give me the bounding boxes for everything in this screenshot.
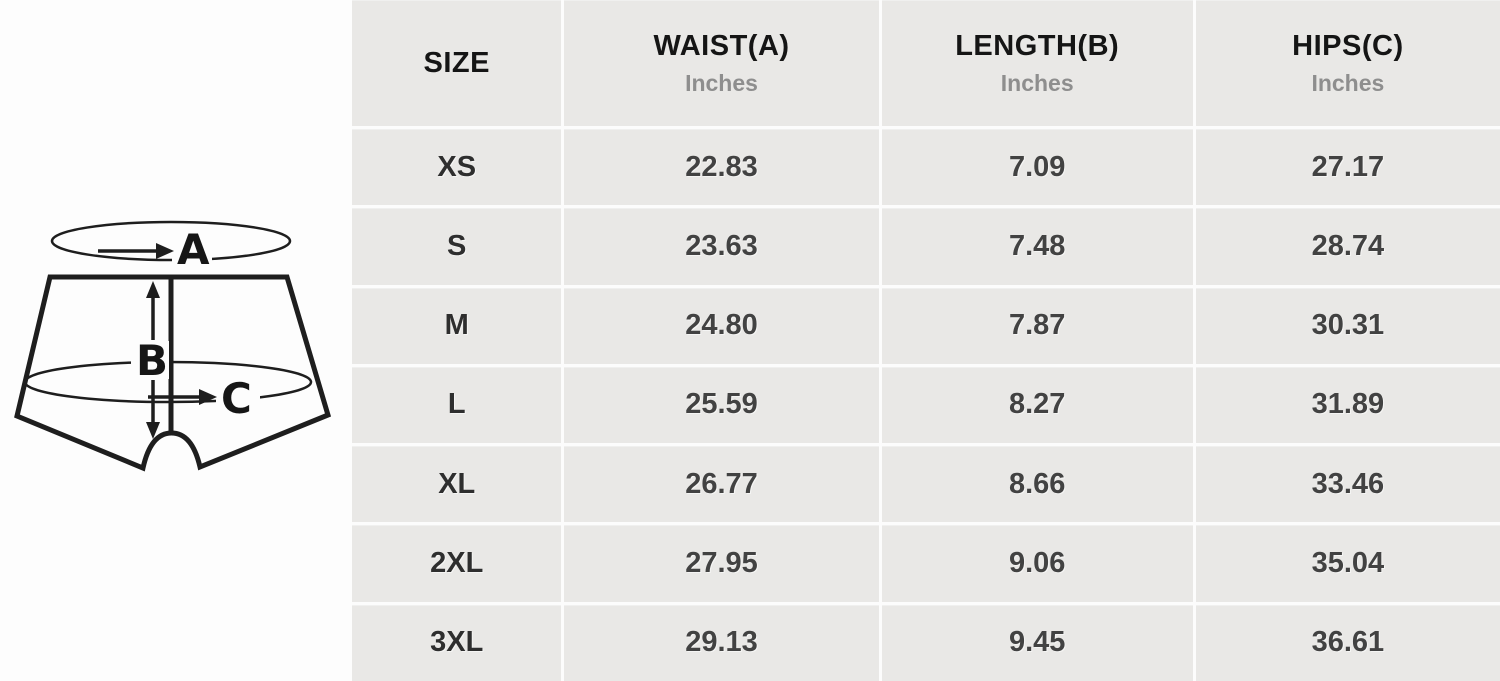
- diagram-label-length: B: [136, 336, 168, 385]
- hips-arrow-head: [199, 389, 217, 405]
- length-cell-2xl: 9.06: [881, 525, 1193, 602]
- size-label: M: [444, 309, 469, 342]
- diagram-label-hips: C: [221, 374, 252, 423]
- size-cell-xs: XS: [352, 129, 562, 206]
- hips-value: 35.04: [1311, 547, 1385, 580]
- length-cell-l: 8.27: [881, 366, 1193, 444]
- length-value: 7.48: [1008, 229, 1066, 262]
- column-header-length: LENGTH(B) Inches: [881, 0, 1193, 126]
- length-value: 9.06: [1008, 547, 1066, 580]
- hips-cell-xl: 33.46: [1195, 446, 1500, 523]
- waist-value: 29.13: [685, 626, 758, 659]
- length-cell-m: 7.87: [881, 287, 1193, 364]
- size-cell-l: L: [352, 366, 562, 444]
- waist-ellipse: [50, 220, 292, 262]
- length-arrow-head-up: [146, 281, 160, 298]
- column-header-hips: HIPS(C) Inches: [1195, 0, 1500, 126]
- column-header-length-unit: Inches: [1000, 69, 1074, 96]
- hips-value: 33.46: [1311, 467, 1385, 500]
- waist-cell-3xl: 29.13: [564, 604, 879, 681]
- size-label: XL: [438, 467, 476, 500]
- size-cell-2xl: 2XL: [352, 525, 562, 602]
- hips-cell-l: 31.89: [1195, 366, 1500, 444]
- size-cell-3xl: 3XL: [352, 604, 562, 681]
- column-header-hips-label: HIPS(C): [1292, 29, 1404, 62]
- length-value: 7.87: [1008, 309, 1066, 342]
- waist-cell-s: 23.63: [564, 208, 879, 285]
- label-c-mask: [216, 373, 260, 418]
- waist-value: 26.77: [685, 467, 758, 500]
- waist-value: 24.80: [685, 309, 758, 342]
- label-b-mask: [131, 341, 169, 379]
- length-cell-3xl: 9.45: [881, 604, 1193, 681]
- hips-value: 28.74: [1311, 229, 1385, 262]
- length-value: 9.45: [1008, 626, 1066, 659]
- label-a-mask: [172, 225, 212, 269]
- column-header-hips-unit: Inches: [1311, 69, 1385, 96]
- waist-value: 23.63: [685, 229, 758, 262]
- column-header-waist-label: WAIST(A): [653, 29, 790, 62]
- hips-value: 36.61: [1311, 626, 1385, 659]
- size-cell-m: M: [352, 287, 562, 364]
- size-label: S: [447, 229, 467, 262]
- column-header-waist: WAIST(A) Inches: [564, 0, 879, 126]
- waist-value: 27.95: [685, 547, 758, 580]
- length-cell-xl: 8.66: [881, 446, 1193, 523]
- hips-cell-3xl: 36.61: [1195, 604, 1500, 681]
- column-header-size-label: SIZE: [423, 46, 490, 79]
- waist-value: 22.83: [685, 150, 758, 183]
- length-value: 8.66: [1008, 467, 1066, 500]
- column-header-waist-unit: Inches: [685, 69, 758, 96]
- waist-cell-2xl: 27.95: [564, 525, 879, 602]
- hips-cell-xs: 27.17: [1195, 129, 1500, 206]
- hips-cell-s: 28.74: [1195, 208, 1500, 285]
- length-cell-s: 7.48: [881, 208, 1193, 285]
- size-cell-xl: XL: [352, 446, 562, 523]
- waist-cell-l: 25.59: [564, 366, 879, 444]
- hips-cell-2xl: 35.04: [1195, 525, 1500, 602]
- shorts-diagram-svg: A B C: [14, 220, 332, 472]
- waist-cell-m: 24.80: [564, 287, 879, 364]
- hips-cell-m: 30.31: [1195, 287, 1500, 364]
- size-chart-table: SIZE WAIST(A) Inches LENGTH(B) Inches HI…: [352, 0, 1500, 681]
- size-label: 3XL: [430, 626, 484, 659]
- size-label: 2XL: [430, 547, 484, 580]
- hips-value: 31.89: [1311, 388, 1385, 421]
- waist-cell-xl: 26.77: [564, 446, 879, 523]
- column-header-size: SIZE: [352, 0, 562, 126]
- size-cell-s: S: [352, 208, 562, 285]
- waist-arrow-head: [156, 243, 174, 259]
- column-header-length-label: LENGTH(B): [955, 29, 1120, 62]
- length-value: 7.09: [1008, 150, 1066, 183]
- size-label: XS: [437, 150, 477, 183]
- waist-cell-xs: 22.83: [564, 129, 879, 206]
- length-value: 8.27: [1008, 388, 1066, 421]
- waist-value: 25.59: [685, 388, 758, 421]
- size-label: L: [447, 388, 466, 421]
- length-arrow-head-down: [146, 422, 160, 439]
- hips-value: 27.17: [1311, 150, 1385, 183]
- length-cell-xs: 7.09: [881, 129, 1193, 206]
- diagram-label-waist: A: [177, 225, 210, 274]
- shorts-measurement-diagram: A B C: [0, 0, 352, 681]
- hips-value: 30.31: [1311, 309, 1385, 342]
